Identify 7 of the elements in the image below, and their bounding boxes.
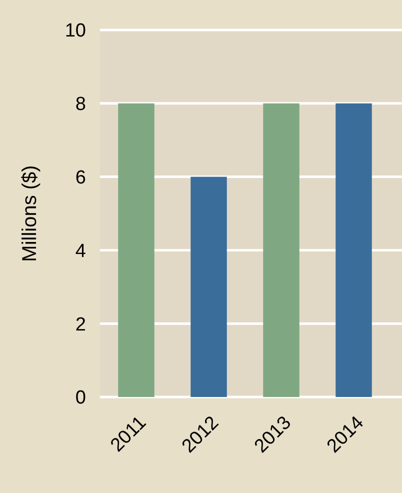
- y-axis-title: Millions ($): [19, 165, 41, 262]
- y-tick-label: 0: [75, 388, 86, 409]
- y-tick-label: 4: [75, 240, 86, 262]
- y-tick-label: 8: [75, 94, 86, 116]
- y-tick-label: 6: [75, 167, 86, 188]
- y-tick-label: 2: [75, 314, 86, 336]
- y-tick-label: 10: [64, 20, 86, 42]
